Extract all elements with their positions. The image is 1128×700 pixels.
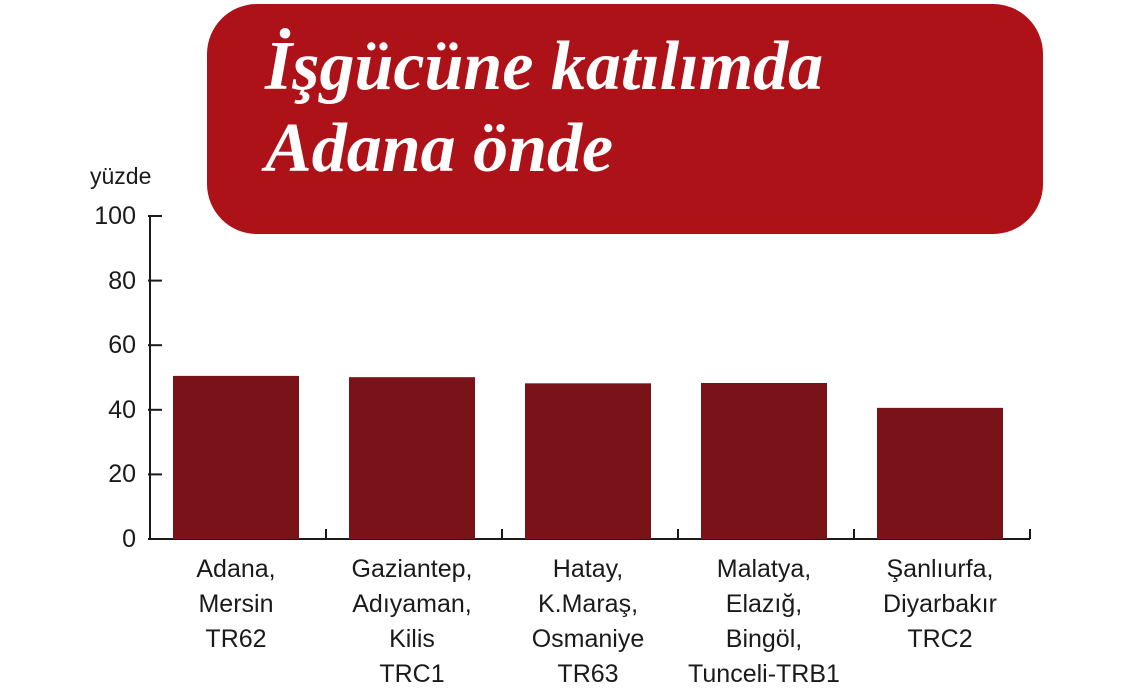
chart-bars [173, 375, 1003, 539]
bar [525, 383, 651, 539]
y-tick-label: 40 [108, 395, 136, 424]
y-tick-label: 100 [94, 202, 136, 230]
y-tick-label: 80 [108, 266, 136, 295]
x-category-label: Şanlıurfa, Diyarbakır TRC2 [883, 555, 997, 653]
x-category-label: Adana, Mersin TR62 [196, 555, 276, 653]
chart-title-line-1: İşgücüne katılımda [265, 28, 824, 105]
x-category-label: Malatya, Elazığ, Bingöl, Tunceli-TRB1 [688, 555, 840, 688]
chart-title-line-2: Adana önde [265, 110, 614, 187]
bar [701, 382, 827, 539]
bar [349, 377, 475, 539]
bar [173, 375, 299, 539]
y-tick-label: 60 [108, 331, 136, 360]
x-category-label: Gaziantep, Adıyaman, Kilis TRC1 [351, 555, 473, 688]
x-category-label: Hatay, K.Maraş, Osmaniye TR63 [531, 555, 645, 688]
bar [877, 407, 1003, 539]
title-banner: İşgücüne katılımda Adana önde [207, 4, 1043, 234]
y-axis-label: yüzde [90, 163, 152, 189]
y-tick-label: 0 [122, 525, 136, 553]
y-tick-label: 20 [108, 460, 136, 489]
